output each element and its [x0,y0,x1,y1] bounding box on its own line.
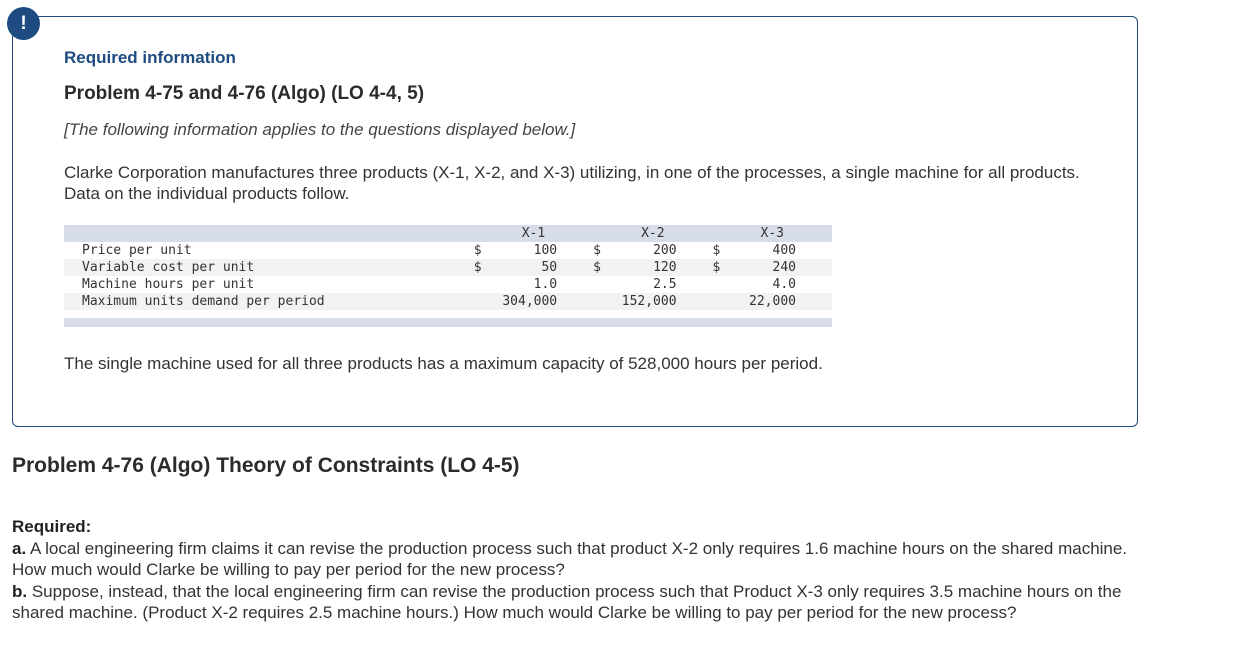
currency-symbol: $ [712,243,721,258]
required-information-heading: Required information [64,48,236,67]
requirement-b-text: Suppose, instead, that the local enginee… [12,581,1122,623]
cell-value: 22,000 [749,294,796,309]
table-header-row: X-1 X-2 X-3 [64,225,832,242]
row-label: Price per unit [82,243,192,258]
cell-value: 240 [772,260,796,275]
column-header: X-2 [641,226,665,241]
product-data-table: X-1 X-2 X-3 Price per unit $ 100 $ 200 $… [64,225,832,327]
problem-subtitle: Problem 4-76 (Algo) Theory of Constraint… [12,454,520,477]
currency-symbol [713,276,734,293]
capacity-statement: The single machine used for all three pr… [64,354,823,373]
cell-value: 120 [653,260,677,275]
required-label: Required: [12,517,92,536]
requirement-b-label: b. [12,581,28,601]
intro-paragraph: Clarke Corporation manufactures three pr… [64,163,1080,203]
problem-title: Problem 4-75 and 4-76 (Algo) (LO 4-4, 5) [64,83,425,104]
required-section: Required: a. A local engineering firm cl… [12,516,1152,624]
cell-value: 1.0 [533,277,558,292]
required-information-box [12,16,1138,427]
currency-symbol [593,276,614,293]
table-row: Machine hours per unit 1.0 2.5 4.0 [64,276,832,293]
table-spacer [64,310,832,318]
table-row: Maximum units demand per period 304,000 … [64,293,832,310]
currency-symbol: $ [593,243,601,258]
requirement-a: a. A local engineering firm claims it ca… [12,538,1152,581]
cell-value: 152,000 [621,294,677,309]
currency-symbol: $ [593,260,601,275]
currency-symbol: $ [712,260,721,275]
row-label: Maximum units demand per period [82,294,325,309]
cell-value: 50 [541,260,558,275]
row-label: Variable cost per unit [82,260,255,275]
table-row: Variable cost per unit $ 50 $ 120 $ 240 [64,259,832,276]
cell-value: 4.0 [772,277,796,292]
cell-value: 2.5 [653,277,677,292]
currency-symbol [474,293,495,310]
currency-symbol: $ [473,260,482,275]
table-row: Price per unit $ 100 $ 200 $ 400 [64,242,832,259]
column-header: X-1 [521,226,546,241]
cell-value: 200 [653,243,677,258]
cell-value: 100 [533,243,558,258]
currency-symbol [593,293,614,310]
table-footer-bar [64,318,832,327]
currency-symbol: $ [473,243,482,258]
requirement-a-label: a. [12,538,27,558]
cell-value: 400 [772,243,796,258]
column-header: X-3 [760,226,785,241]
row-label: Machine hours per unit [82,277,255,292]
currency-symbol [474,276,495,293]
alert-exclamation-icon: ! [7,7,40,40]
currency-symbol [713,293,734,310]
cell-value: 304,000 [502,294,558,309]
requirement-b: b. Suppose, instead, that the local engi… [12,581,1152,624]
info-note: [The following information applies to th… [64,120,576,139]
requirement-a-text: A local engineering firm claims it can r… [12,538,1128,580]
